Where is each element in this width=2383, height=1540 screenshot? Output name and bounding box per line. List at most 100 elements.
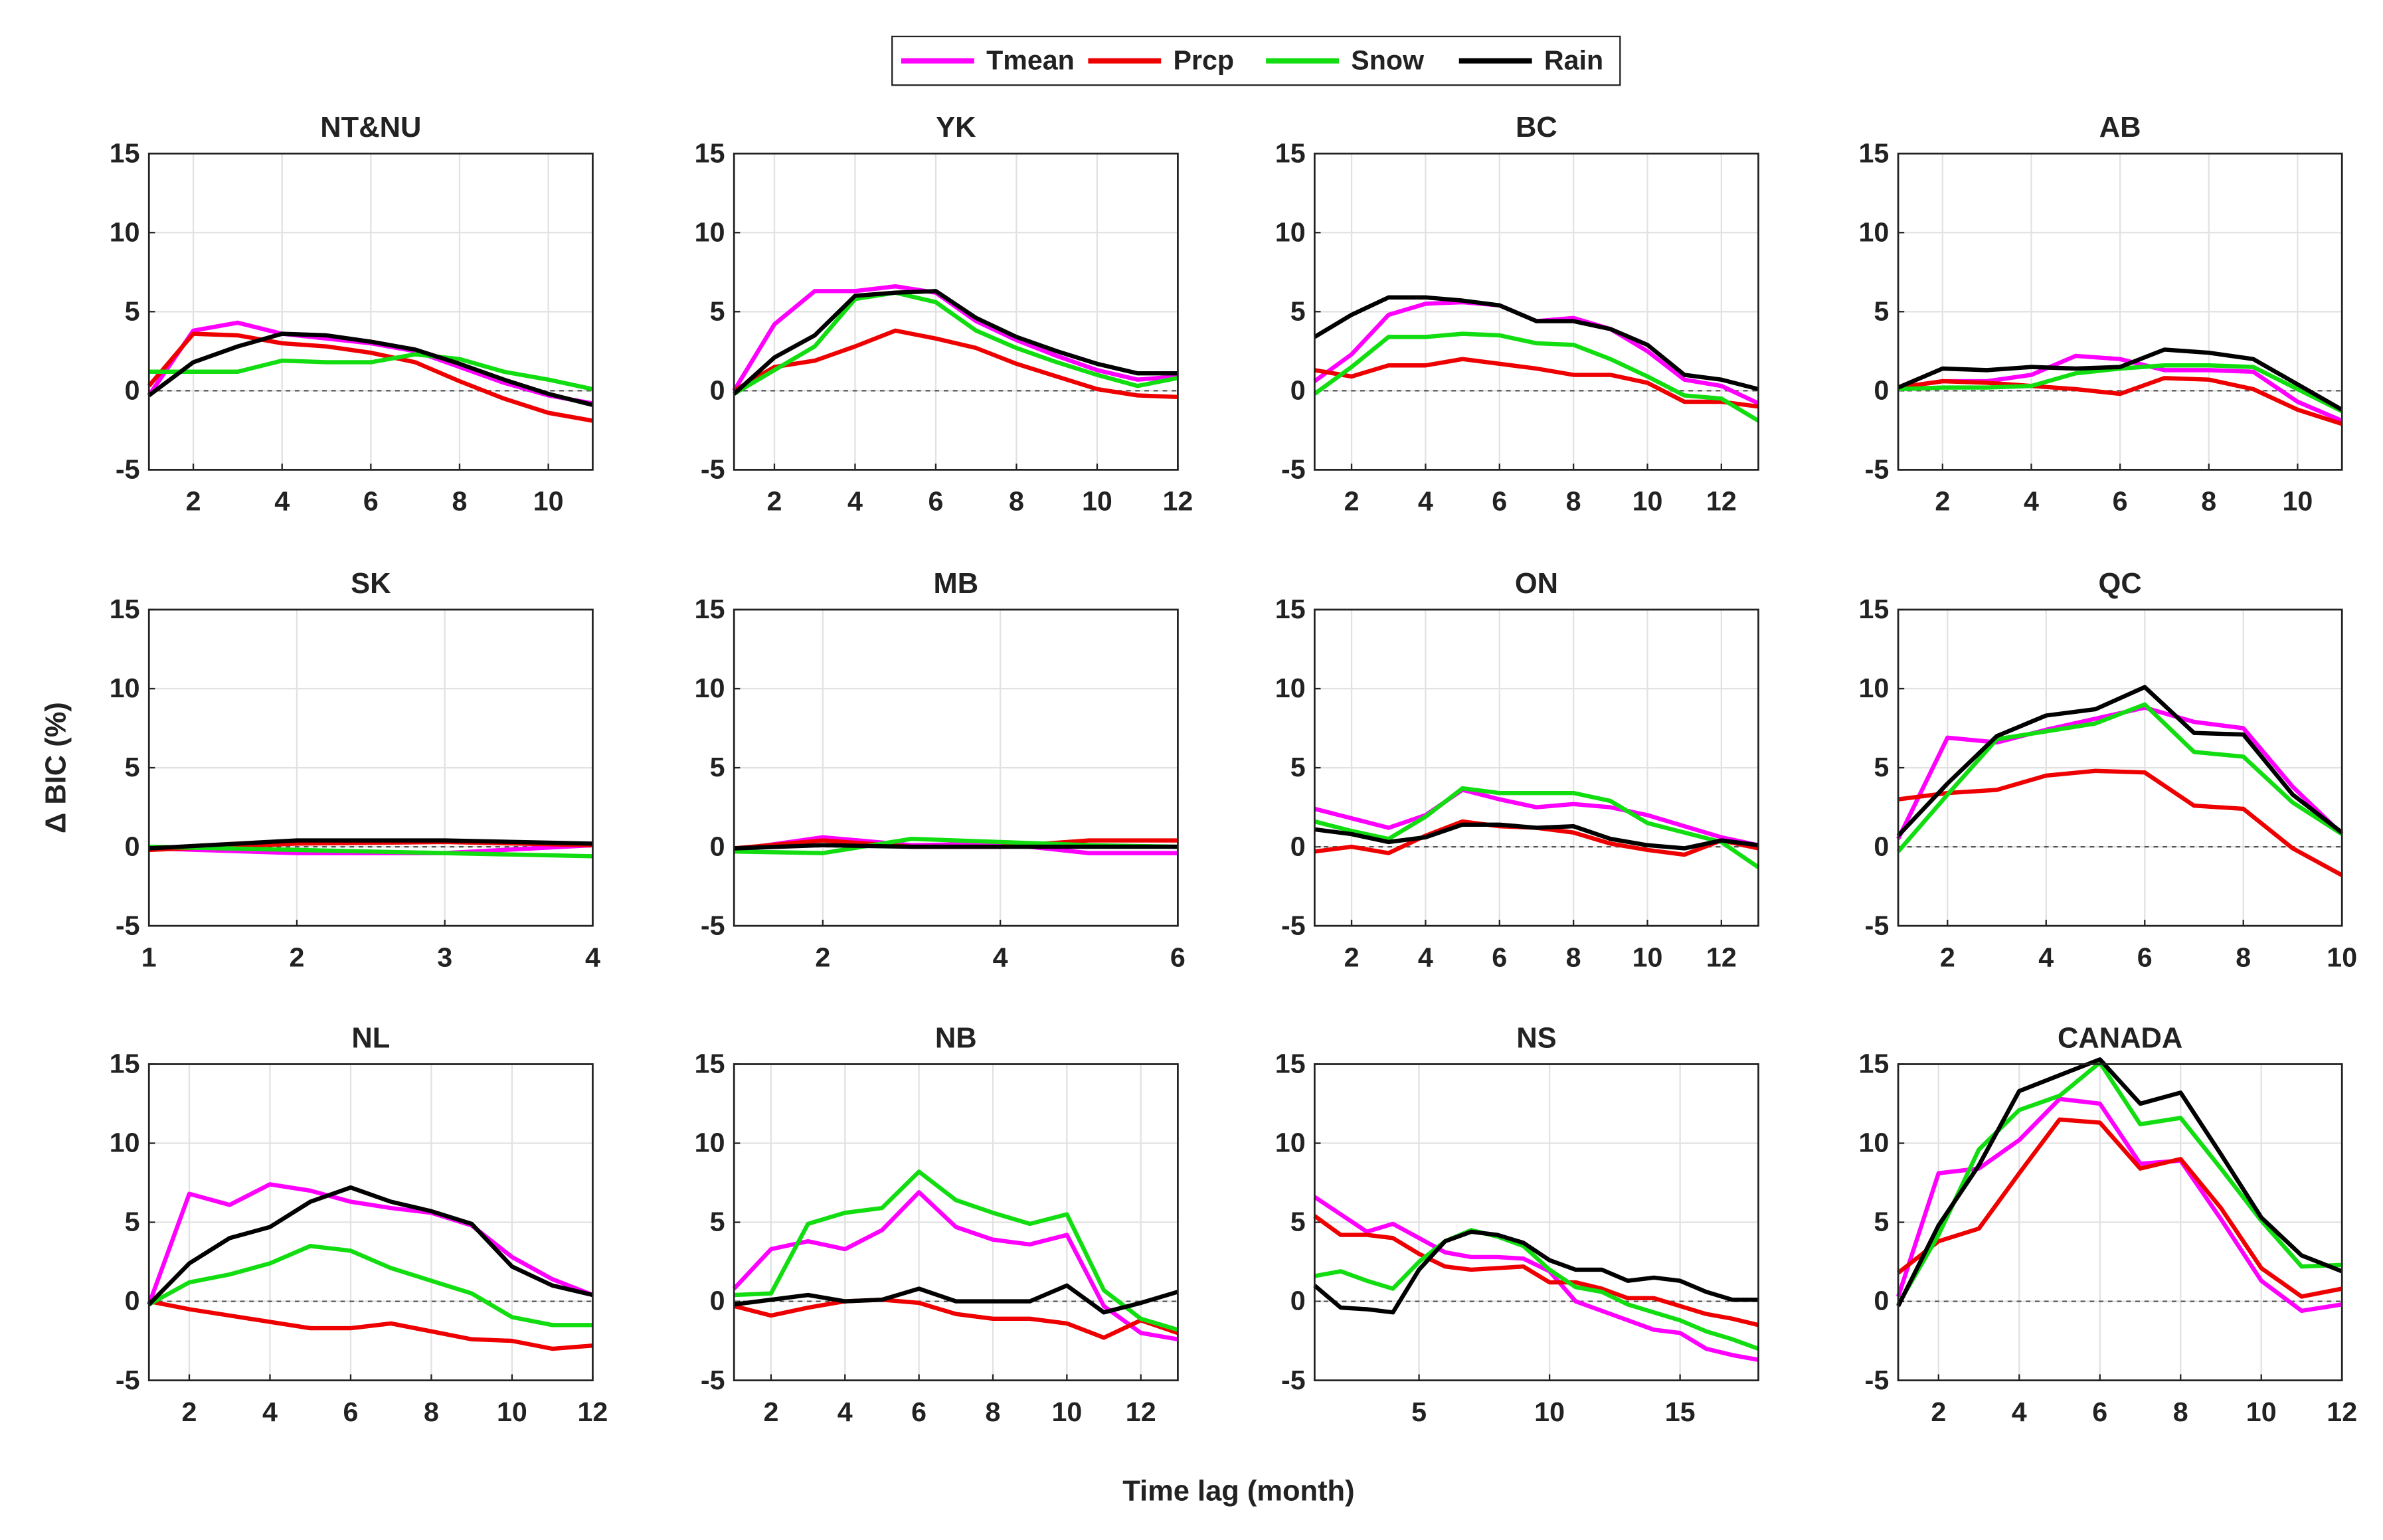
axes-box bbox=[1313, 152, 1759, 471]
data-line bbox=[1896, 1057, 2343, 1308]
x-tick-label: 12 bbox=[578, 1397, 608, 1427]
x-tick-label: 8 bbox=[1566, 486, 1581, 517]
subplot-title: NT&NU bbox=[320, 112, 421, 143]
subplot-title: CANADA bbox=[2058, 1022, 2182, 1054]
x-tick-label: 6 bbox=[2092, 1397, 2107, 1427]
x-tick-label: 4 bbox=[993, 942, 1008, 972]
x-tick-label: 12 bbox=[1126, 1397, 1156, 1427]
subplot-title: YK bbox=[936, 112, 976, 143]
axes-box bbox=[1897, 152, 2343, 471]
x-tick-label: 2 bbox=[1931, 1397, 1946, 1427]
x-tick-label: 8 bbox=[1009, 486, 1024, 517]
y-tick-label: 10 bbox=[1275, 1128, 1306, 1158]
y-tick-label: 15 bbox=[1858, 1049, 1889, 1079]
data-line bbox=[1313, 1214, 1759, 1327]
x-tick-label: 10 bbox=[1082, 486, 1112, 517]
y-tick-label: 10 bbox=[695, 216, 725, 247]
x-tick-label: 10 bbox=[533, 486, 564, 517]
x-tick-label: 8 bbox=[2236, 942, 2251, 972]
x-tick-label: 8 bbox=[2201, 486, 2216, 517]
y-tick-label: -5 bbox=[1865, 910, 1890, 940]
y-tick-label: 5 bbox=[710, 752, 725, 782]
y-tick-label: 0 bbox=[1874, 375, 1889, 405]
subplot-title: NL bbox=[351, 1022, 390, 1054]
y-tick-label: 5 bbox=[1874, 752, 1889, 782]
x-tick-label: 4 bbox=[2012, 1397, 2027, 1427]
axes-box bbox=[147, 1063, 594, 1382]
x-tick-label: 8 bbox=[2173, 1397, 2188, 1427]
x-tick-label: 4 bbox=[1418, 942, 1433, 972]
axes-box bbox=[1897, 1063, 2343, 1382]
x-tick-label: 6 bbox=[2137, 942, 2153, 972]
y-tick-label: 0 bbox=[1874, 1286, 1889, 1316]
y-tick-label: 0 bbox=[125, 831, 140, 861]
x-tick-label: 4 bbox=[585, 942, 600, 972]
legend-label: Rain bbox=[1544, 45, 1603, 76]
x-tick-label: 10 bbox=[2246, 1397, 2277, 1427]
y-tick-label: 5 bbox=[1290, 1207, 1306, 1237]
x-tick-label: 10 bbox=[2282, 486, 2313, 517]
data-line bbox=[1897, 347, 2343, 412]
y-tick-label: 5 bbox=[1874, 1207, 1889, 1237]
subplot: -5 0 5 10 15 2 4 6 MB bbox=[695, 568, 1186, 973]
x-tick-label: 5 bbox=[1411, 1397, 1427, 1427]
data-line bbox=[147, 1185, 594, 1306]
subplot-title: AB bbox=[2099, 112, 2141, 143]
data-line bbox=[1313, 1195, 1759, 1362]
subplot: -5 0 5 10 15 2 4 6 8 10 12 BC bbox=[1275, 112, 1760, 517]
data-line bbox=[149, 838, 593, 851]
y-tick-label: 10 bbox=[110, 1128, 140, 1158]
y-tick-label: 10 bbox=[1275, 216, 1306, 247]
x-tick-label: 2 bbox=[763, 1397, 778, 1427]
x-tick-label: 6 bbox=[911, 1397, 927, 1427]
x-tick-label: 4 bbox=[847, 486, 863, 517]
axes-box bbox=[733, 152, 1179, 471]
subplot: -5 0 5 10 15 5 10 15 NS bbox=[1275, 1022, 1759, 1427]
subplot: -5 0 5 10 15 2 4 6 8 10 12 NB bbox=[695, 1022, 1179, 1427]
subplot: -5 0 5 10 15 2 4 6 8 10 AB bbox=[1858, 112, 2343, 517]
subplot: -5 0 5 10 15 2 4 6 8 10 12 CANADA bbox=[1858, 1022, 2357, 1427]
y-tick-label: 15 bbox=[1275, 1049, 1306, 1079]
y-tick-label: -5 bbox=[116, 454, 140, 485]
x-tick-label: 2 bbox=[767, 486, 782, 517]
x-tick-label: 6 bbox=[1492, 486, 1507, 517]
data-line bbox=[1314, 357, 1759, 409]
x-tick-label: 4 bbox=[1418, 486, 1433, 517]
y-tick-label: 15 bbox=[695, 594, 725, 624]
y-tick-label: 15 bbox=[1858, 137, 1889, 168]
y-tick-label: -5 bbox=[1281, 1365, 1306, 1395]
data-line bbox=[733, 290, 1179, 396]
data-line bbox=[149, 352, 594, 392]
y-axis-label: Δ BIC (%) bbox=[40, 702, 72, 833]
x-tick-label: 6 bbox=[2113, 486, 2128, 517]
subplot: -5 0 5 10 15 2 4 6 8 10 QC bbox=[1858, 568, 2357, 973]
axes-box bbox=[147, 152, 594, 471]
y-tick-label: 15 bbox=[1858, 594, 1889, 624]
axes-box bbox=[1313, 1063, 1759, 1382]
x-tick-label: 2 bbox=[1344, 486, 1360, 517]
y-tick-label: 15 bbox=[110, 594, 140, 624]
x-tick-label: 6 bbox=[1170, 942, 1186, 972]
y-tick-label: 5 bbox=[1874, 296, 1889, 326]
x-tick-label: 2 bbox=[1940, 942, 1955, 972]
y-tick-label: 0 bbox=[125, 375, 140, 405]
y-tick-label: 10 bbox=[110, 216, 140, 247]
y-tick-label: -5 bbox=[701, 910, 725, 940]
subplot-title: ON bbox=[1515, 568, 1558, 600]
x-tick-label: 15 bbox=[1665, 1397, 1696, 1427]
axes-box bbox=[147, 608, 594, 927]
y-tick-label: 5 bbox=[710, 1207, 725, 1237]
y-tick-label: 5 bbox=[125, 1207, 140, 1237]
y-tick-label: 5 bbox=[1290, 752, 1306, 782]
y-tick-label: 10 bbox=[695, 1128, 725, 1158]
axes-box bbox=[1313, 608, 1759, 927]
subplot: -5 0 5 10 15 2 4 6 8 10 NT&NU bbox=[110, 112, 594, 517]
y-tick-label: 0 bbox=[710, 1286, 725, 1316]
x-tick-label: 4 bbox=[274, 486, 290, 517]
y-tick-label: -5 bbox=[1865, 454, 1890, 485]
x-tick-label: 1 bbox=[141, 942, 157, 972]
subplot: -5 0 5 10 15 2 4 6 8 10 12 NL bbox=[110, 1022, 608, 1427]
y-tick-label: 0 bbox=[1290, 1286, 1306, 1316]
x-tick-label: 3 bbox=[437, 942, 452, 972]
data-line bbox=[148, 1299, 593, 1351]
